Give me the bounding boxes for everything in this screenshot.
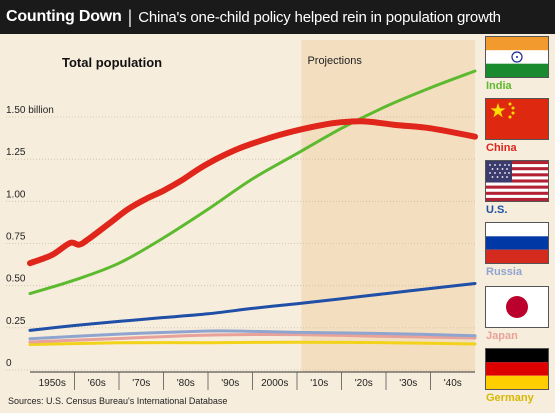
- y-tick-label-1: 0.25: [6, 316, 26, 327]
- china-flag-icon: [485, 98, 549, 140]
- us-flag-icon: [485, 160, 549, 202]
- header-title: Counting Down: [6, 8, 122, 25]
- y-tick-label-4: 1.00: [6, 189, 26, 200]
- x-tick-label-5: 2000s: [261, 378, 288, 389]
- source-note: Sources: U.S. Census Bureau's Internatio…: [8, 396, 228, 406]
- projection-shade: [301, 40, 475, 372]
- x-tick-label-8: '30s: [399, 378, 417, 389]
- y-tick-label-6: 1.50 billion: [6, 105, 54, 116]
- series-line-india: [28, 69, 477, 296]
- x-tick-label-2: '70s: [132, 378, 150, 389]
- legend-label-china: China: [486, 142, 517, 154]
- x-tick-label-7: '20s: [355, 378, 373, 389]
- series-line-japan: [28, 332, 477, 344]
- y-tick-label-0: 0: [6, 358, 12, 369]
- legend-label-japan: Japan: [486, 330, 518, 342]
- russia-flag-icon: [485, 222, 549, 264]
- x-tick-label-3: '80s: [177, 378, 195, 389]
- chart-title: Total population: [62, 55, 162, 70]
- header-bar: Counting Down | China's one-child policy…: [0, 0, 555, 34]
- germany-flag-icon: [485, 348, 549, 390]
- legend-label-india: India: [486, 80, 512, 92]
- x-tick-label-4: '90s: [221, 378, 239, 389]
- legend-label-us: U.S.: [486, 204, 508, 216]
- x-tick-label-0: 1950s: [39, 378, 66, 389]
- header-separator: |: [127, 6, 133, 27]
- x-tick-label-6: '10s: [310, 378, 328, 389]
- y-tick-label-3: 0.75: [6, 232, 26, 243]
- x-tick-label-1: '60s: [88, 378, 106, 389]
- series-line-germany: [28, 340, 477, 346]
- legend-label-germany: Germany: [486, 392, 534, 404]
- series-line-china: [27, 118, 478, 267]
- projection-label: Projections: [307, 55, 362, 67]
- legend-label-russia: Russia: [486, 266, 523, 278]
- y-tick-label-2: 0.50: [6, 274, 26, 285]
- series-line-russia: [28, 329, 477, 341]
- header-subtitle: China's one-child policy helped rein in …: [138, 8, 501, 26]
- flag-legend: India China: [480, 36, 555, 404]
- x-tick-label-9: '40s: [444, 378, 462, 389]
- y-tick-label-5: 1.25: [6, 147, 26, 158]
- japan-flag-icon: [485, 286, 549, 328]
- series-line-us: [28, 282, 477, 332]
- india-flag-icon: [485, 36, 549, 78]
